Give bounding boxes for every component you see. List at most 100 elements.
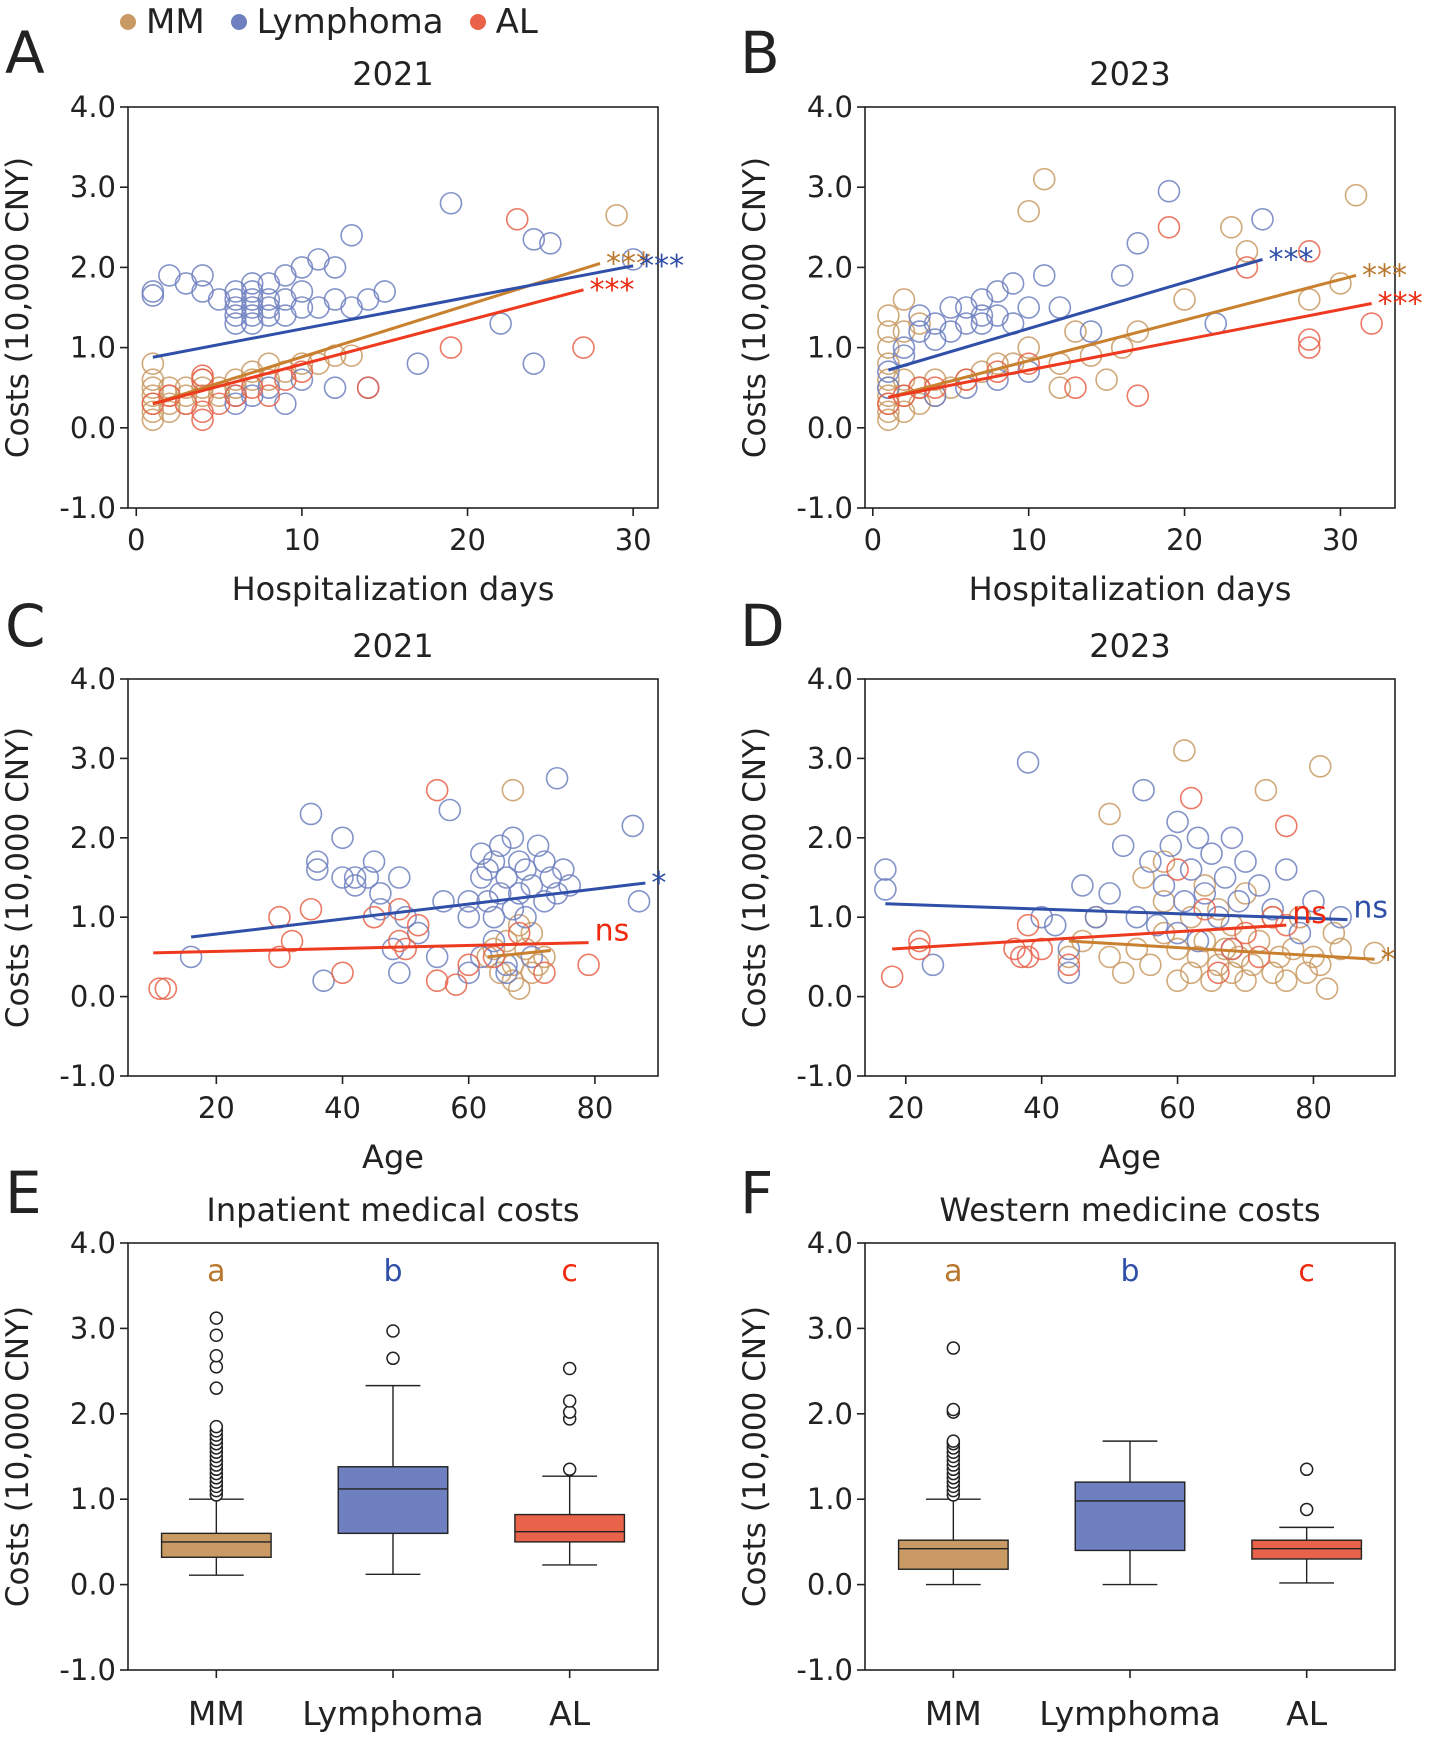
panel-b-title: 2023 xyxy=(1089,55,1170,93)
panel-a-point-al xyxy=(290,360,314,383)
panel-c-point-mm xyxy=(514,937,537,961)
panel-c-point-mm xyxy=(488,961,512,985)
panel-c-point-lymphoma xyxy=(343,874,367,897)
panel-f-outlier-al xyxy=(1299,1502,1314,1517)
panel-a-point-lymphoma xyxy=(489,312,512,335)
panel-f-outlier-al xyxy=(1299,1462,1314,1477)
panel-b-point-lymphoma xyxy=(1126,232,1150,255)
panel-b-point-lymphoma xyxy=(986,304,1009,327)
panel-d-significance-lymphoma: ns xyxy=(1353,891,1388,926)
panel-a-point-lymphoma xyxy=(323,256,347,279)
panel-c-fit-al xyxy=(153,941,589,955)
panel-e-outlier-al xyxy=(562,1361,577,1376)
panel-b-point-mm xyxy=(877,320,900,343)
panel-d-point-mm xyxy=(1098,945,1121,969)
panel-c-point-lymphoma xyxy=(495,961,518,985)
panel-d-point-mm xyxy=(1057,945,1081,969)
panel-b-point-mm xyxy=(1220,216,1243,239)
panel-c-ytick-label: 1.0 xyxy=(70,900,116,934)
panel-c-ylabel: Costs (10,000 CNY) xyxy=(0,727,36,1028)
panel-d-fit-lymphoma xyxy=(885,902,1348,922)
panel-d-point-al xyxy=(1247,945,1271,969)
panel-b-point-lymphoma xyxy=(877,376,900,400)
panel-b-point-lymphoma xyxy=(1017,296,1040,319)
panel-a-point-lymphoma xyxy=(522,228,546,251)
panel-d-point-mm xyxy=(1281,937,1305,961)
panel-a-point-lymphoma xyxy=(290,296,314,319)
panel-e-letter-al: c xyxy=(561,1254,578,1289)
panel-a-point-mm xyxy=(290,352,314,375)
panel-b-point-mm xyxy=(908,392,931,416)
panel-a-point-lymphoma xyxy=(141,284,165,307)
panel-a-point-lymphoma xyxy=(307,296,330,319)
panel-b-ytick-label: 0.0 xyxy=(807,411,853,445)
panel-c-point-mm xyxy=(501,778,525,802)
panel-d-point-lymphoma xyxy=(1145,913,1169,937)
panel-f-xtick-label: Lymphoma xyxy=(1039,1694,1220,1733)
panel-d-point-al xyxy=(1057,953,1081,977)
panel-a-ytick-label: 2.0 xyxy=(70,250,116,284)
panel-d-point-al xyxy=(1179,786,1203,810)
panel-a-xlabel: Hospitalization days xyxy=(232,570,555,608)
panel-c-point-mm xyxy=(495,929,518,953)
panel-d-point-lymphoma xyxy=(1098,882,1121,905)
panel-a-point-lymphoma xyxy=(323,288,347,311)
panel-c-point-al xyxy=(148,977,171,1000)
panel-a-point-al xyxy=(356,376,380,400)
panel-e-outlier-al xyxy=(562,1394,577,1408)
panel-c-point-lymphoma xyxy=(369,897,392,921)
panel-a-point-lymphoma xyxy=(356,288,380,311)
panel-b-point-al xyxy=(1297,240,1321,263)
panel-d-point-mm xyxy=(1254,778,1278,802)
panel-b-point-lymphoma xyxy=(908,320,931,343)
panel-a-point-mm xyxy=(307,352,330,375)
panel-c-point-lymphoma xyxy=(482,850,506,873)
panel-b-point-mm xyxy=(1095,368,1118,391)
panel-c-xlabel: Age xyxy=(362,1138,424,1176)
panel-d-point-lymphoma xyxy=(1247,874,1271,897)
panel-d-significance-mm: * xyxy=(1381,942,1396,977)
panel-a-point-lymphoma xyxy=(522,352,546,375)
panel-f-ytick-label: 3.0 xyxy=(807,1311,853,1345)
panel-b-point-al xyxy=(877,392,900,416)
panel-d-ytick-label: 1.0 xyxy=(807,900,853,934)
panel-e-letter: E xyxy=(5,1159,42,1227)
panel-b-significance-lymphoma: *** xyxy=(1269,242,1314,277)
panel-c-fit-lymphoma xyxy=(190,881,646,939)
panel-a-point-lymphoma xyxy=(174,272,198,295)
panel-b-point-mm xyxy=(908,312,931,335)
panel-b-point-mm xyxy=(877,304,900,327)
legend-label-lymphoma: Lymphoma xyxy=(256,2,444,42)
panel-c-point-lymphoma xyxy=(482,929,506,953)
panel-a-point-lymphoma xyxy=(539,232,562,255)
panel-a-ylabel: Costs (10,000 CNY) xyxy=(0,157,36,458)
panel-c-point-lymphoma xyxy=(514,905,537,929)
panel-f-outlier-mm xyxy=(946,1341,961,1355)
panel-d-point-mm xyxy=(1200,969,1223,993)
panel-d-point-lymphoma xyxy=(1274,858,1298,881)
panel-f-letter-lymphoma: b xyxy=(1120,1254,1139,1289)
panel-c-point-lymphoma xyxy=(501,826,525,850)
panel-b-point-al xyxy=(1157,216,1181,239)
panel-d-point-lymphoma xyxy=(1057,961,1081,985)
panel-d-point-lymphoma xyxy=(1193,882,1217,905)
panel-c-point-al xyxy=(268,945,291,969)
panel-d-point-lymphoma xyxy=(1220,826,1244,850)
panel-c-fit-mm xyxy=(487,949,551,959)
panel-d-point-lymphoma xyxy=(1016,751,1040,774)
panel-b-point-lymphoma xyxy=(939,320,963,343)
panel-d-point-mm xyxy=(1234,969,1257,993)
panel-d-point-mm xyxy=(1193,874,1217,897)
panel-a-frame xyxy=(127,106,659,509)
panel-b-point-mm xyxy=(923,368,947,391)
panel-a-significance-al: *** xyxy=(589,273,634,308)
panel-d-point-mm xyxy=(1315,977,1339,1000)
panel-f-box-mm xyxy=(897,1539,1009,1570)
panel-c-point-lymphoma xyxy=(457,961,481,985)
panel-d-point-al xyxy=(1016,913,1040,937)
panel-c-ytick-label: 4.0 xyxy=(70,662,116,696)
panel-b-point-mm xyxy=(877,352,900,375)
panel-e-outlier-mm xyxy=(209,1381,224,1395)
panel-b-letter: B xyxy=(740,19,780,87)
